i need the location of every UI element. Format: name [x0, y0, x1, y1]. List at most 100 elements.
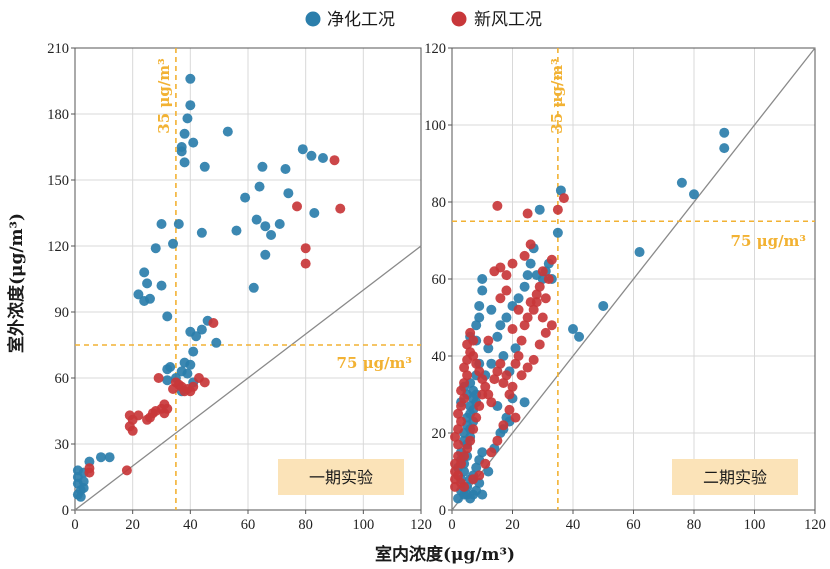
data-point-purify — [309, 208, 320, 218]
data-point-purify — [133, 289, 144, 300]
legend-marker-purify — [305, 11, 321, 27]
data-point-purify — [162, 375, 173, 386]
phase-label: 一期实验 — [309, 468, 373, 487]
data-point-purify — [465, 401, 476, 412]
data-point-purify — [477, 447, 488, 458]
data-point-purify — [555, 185, 566, 196]
data-point-purify — [251, 214, 262, 225]
data-point-purify — [211, 337, 222, 348]
data-point-purify — [468, 393, 479, 404]
x-tick-label: 120 — [804, 517, 826, 533]
data-point-freshair — [522, 362, 533, 373]
data-point-purify — [176, 146, 187, 157]
data-point-purify — [552, 227, 563, 238]
x-tick-label: 20 — [505, 517, 520, 533]
phase-label: 二期实验 — [703, 468, 767, 487]
data-point-freshair — [498, 420, 509, 431]
x-tick-label: 20 — [125, 517, 140, 533]
data-point-purify — [513, 293, 524, 304]
phase-label-box — [278, 459, 404, 495]
data-point-purify — [283, 188, 294, 199]
data-point-purify — [486, 358, 497, 369]
data-point-purify — [519, 281, 530, 292]
x-tick-label: 120 — [410, 517, 432, 533]
data-point-purify — [719, 127, 730, 138]
data-point-freshair — [300, 243, 311, 254]
data-point-purify — [486, 304, 497, 315]
data-point-freshair — [489, 374, 500, 385]
data-point-freshair — [133, 410, 144, 421]
data-point-purify — [477, 274, 488, 284]
data-point-freshair — [507, 258, 518, 269]
x-tick-label: 40 — [183, 517, 198, 533]
data-point-freshair — [501, 285, 512, 296]
data-point-freshair — [519, 250, 530, 261]
data-point-purify — [104, 452, 115, 463]
data-point-purify — [495, 320, 506, 331]
x-tick-label: 100 — [352, 517, 374, 533]
x-tick-label: 80 — [687, 517, 702, 533]
x-tick-label: 100 — [744, 517, 766, 533]
data-point-freshair — [537, 266, 548, 277]
data-point-purify — [471, 462, 482, 473]
reference-label-vertical: 35 μg/m³ — [155, 58, 173, 133]
data-point-freshair — [453, 439, 464, 450]
y-tick-label: 100 — [424, 118, 446, 134]
diagonal-line — [451, 47, 816, 511]
legend-marker-freshair — [451, 11, 467, 27]
data-point-purify — [185, 100, 196, 111]
data-point-purify — [188, 137, 199, 148]
data-point-freshair — [522, 208, 533, 219]
data-point-purify — [534, 204, 545, 215]
data-point-purify — [462, 489, 473, 500]
x-tick-label: 0 — [448, 517, 455, 533]
data-point-freshair — [188, 381, 199, 392]
data-point-purify — [574, 331, 585, 342]
y-tick-label: 150 — [47, 173, 69, 189]
y-tick-label: 0 — [62, 503, 69, 519]
data-point-purify — [317, 153, 328, 163]
data-point-freshair — [453, 424, 464, 435]
data-point-purify — [522, 270, 533, 281]
data-point-freshair — [486, 447, 497, 458]
data-point-freshair — [522, 312, 533, 323]
y-tick-label: 60 — [432, 272, 447, 288]
data-point-purify — [525, 258, 536, 269]
data-point-freshair — [558, 193, 569, 204]
legend-label-purify: 净化工况 — [327, 10, 395, 30]
y-tick-label: 90 — [55, 305, 70, 321]
data-point-freshair — [153, 373, 164, 383]
data-point-freshair — [486, 397, 497, 408]
data-point-purify — [280, 164, 291, 174]
data-point-purify — [188, 346, 199, 357]
data-point-freshair — [300, 258, 311, 269]
data-point-purify — [248, 282, 259, 293]
data-point-freshair — [492, 366, 503, 377]
data-point-freshair — [471, 358, 482, 369]
legend: 净化工况 新风工况 — [305, 10, 542, 30]
data-point-freshair — [462, 370, 473, 381]
y-tick-label: 120 — [47, 239, 69, 255]
data-point-purify — [182, 368, 193, 379]
data-point-purify — [260, 221, 271, 232]
data-point-purify — [634, 247, 645, 258]
y-tick-label: 60 — [55, 371, 70, 387]
data-point-freshair — [121, 465, 132, 476]
data-point-freshair — [480, 381, 491, 392]
data-point-freshair — [462, 443, 473, 454]
data-point-freshair — [528, 304, 539, 315]
data-point-freshair — [465, 327, 476, 338]
data-point-freshair — [162, 403, 173, 414]
data-point-purify — [471, 320, 482, 331]
reference-label-horizontal: 75 μg/m³ — [731, 232, 806, 250]
x-tick-label: 80 — [298, 517, 313, 533]
data-point-freshair — [507, 324, 518, 335]
data-point-freshair — [543, 274, 554, 284]
data-point-freshair — [459, 393, 470, 404]
data-point-purify — [519, 397, 530, 408]
data-point-freshair — [525, 239, 536, 250]
data-point-freshair — [84, 467, 95, 478]
data-point-purify — [274, 219, 285, 229]
data-point-freshair — [504, 389, 515, 400]
data-point-purify — [179, 128, 190, 139]
